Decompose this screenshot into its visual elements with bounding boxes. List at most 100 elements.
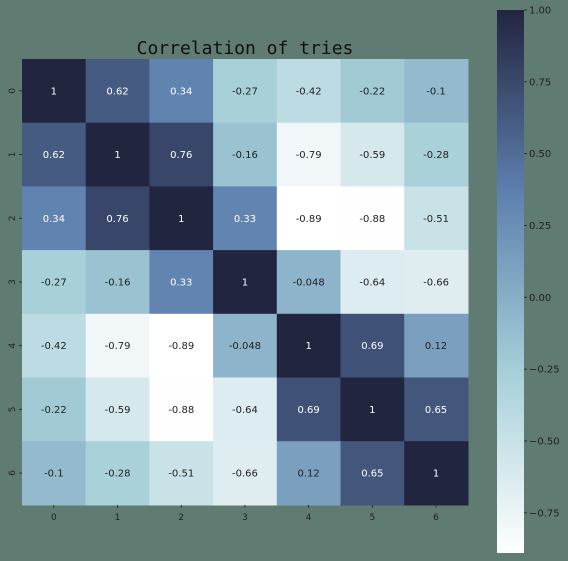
heatmap-cell	[22, 186, 87, 251]
heatmap-cell	[404, 59, 469, 124]
heatmap-cell	[22, 377, 87, 442]
heatmap-cell	[149, 441, 214, 506]
heatmap-cell	[276, 313, 342, 379]
cell-value-label: 0.76	[106, 214, 128, 225]
colorbar-tick-label: 0.25	[529, 221, 551, 232]
heatmap-cell	[213, 377, 278, 442]
colorbar-tick-label: −0.50	[529, 436, 560, 447]
colorbar-tick-label: 0.75	[529, 77, 551, 88]
cell-value-label: -0.22	[359, 86, 385, 97]
heatmap-cell	[213, 122, 278, 187]
cell-value-label: -0.89	[168, 341, 194, 352]
heatmap-cell	[404, 313, 469, 379]
y-tick-label: 5	[8, 406, 18, 412]
heatmap-cell	[276, 186, 342, 251]
y-axis-ticks: 0 1 2 3 4 5 6	[8, 88, 22, 476]
cell-value-label: -0.51	[168, 469, 194, 480]
cell-value-label: 1	[369, 405, 375, 416]
cell-value-label: -0.22	[41, 405, 67, 416]
heatmap-cell	[276, 59, 342, 124]
x-tick-label: 0	[51, 513, 57, 523]
heatmap-cell	[213, 186, 278, 251]
heatmap-cell	[404, 377, 469, 442]
cell-value-label: 0.62	[43, 150, 65, 161]
cell-value-label: 0.34	[43, 214, 65, 225]
heatmap-cell	[276, 250, 342, 315]
chart-title: Correlation of tries	[137, 38, 354, 59]
cell-value-label: -0.88	[359, 214, 385, 225]
cell-value-label: -0.79	[105, 341, 131, 352]
cell-value-label: 1	[178, 214, 184, 225]
x-tick-label: 1	[115, 513, 121, 523]
colorbar-gradient	[497, 10, 524, 553]
heatmap-cell	[340, 441, 405, 506]
cell-value-label: -0.048	[293, 277, 325, 288]
heatmap-cells: 1 0.62 0.34 -0.27 -0.42 -0.22 -0.1 0.62 1 0.76 -0.…	[22, 59, 469, 506]
y-tick-label: 0	[8, 88, 18, 94]
cell-value-label: 0.62	[106, 86, 128, 97]
heatmap-cell	[22, 250, 87, 315]
y-tick-label: 1	[8, 152, 18, 158]
cell-value-label: 0.12	[298, 469, 320, 480]
x-tick-label: 6	[433, 513, 439, 523]
cell-value-label: 1	[433, 469, 439, 480]
heatmap-cell	[340, 122, 405, 187]
heatmap-cell	[276, 377, 342, 442]
x-tick-label: 5	[369, 513, 375, 523]
cell-value-label: -0.42	[296, 86, 322, 97]
heatmap-cell	[149, 377, 214, 442]
heatmap-cell	[85, 313, 150, 379]
heatmap-cell	[340, 250, 405, 315]
cell-value-label: -0.1	[44, 469, 64, 480]
heatmap-cell	[85, 250, 150, 315]
heatmap-cell	[340, 313, 405, 379]
cell-value-label: -0.27	[41, 277, 67, 288]
x-tick-label: 4	[306, 513, 312, 523]
y-tick-label: 4	[8, 343, 18, 349]
heatmap-cell	[213, 59, 278, 124]
colorbar: 1.00 0.75 0.50 0.25 0.00 −0.25 −0.50 −0.75	[497, 6, 560, 553]
heatmap-cell	[340, 186, 405, 251]
colorbar-tick-label: −0.75	[529, 508, 560, 519]
cell-value-label: -0.64	[359, 277, 385, 288]
heatmap-cell	[149, 186, 214, 251]
cell-value-label: 0.65	[425, 405, 447, 416]
cell-value-label: -0.28	[105, 469, 131, 480]
cell-value-label: -0.16	[232, 150, 258, 161]
heatmap-cell	[404, 441, 469, 506]
colorbar-tick-label: 1.00	[529, 6, 551, 17]
heatmap-cell	[149, 250, 214, 315]
colorbar-tick-label: −0.25	[529, 365, 560, 376]
heatmap-cell	[404, 250, 469, 315]
cell-value-label: -0.79	[296, 150, 322, 161]
x-tick-label: 2	[178, 513, 184, 523]
cell-value-label: 1	[242, 277, 248, 288]
heatmap-cell	[149, 122, 214, 187]
heatmap-cell	[85, 59, 150, 124]
heatmap-cell	[404, 186, 469, 251]
cell-value-label: 0.76	[170, 150, 192, 161]
cell-value-label: -0.27	[232, 86, 258, 97]
cell-value-label: -0.64	[232, 405, 258, 416]
cell-value-label: -0.66	[423, 277, 449, 288]
cell-value-label: 1	[305, 341, 311, 352]
heatmap-cell	[22, 441, 87, 506]
cell-value-label: 1	[114, 150, 120, 161]
cell-value-label: 0.12	[425, 341, 447, 352]
cell-value-label: 0.33	[170, 277, 192, 288]
cell-value-label: 1	[51, 86, 57, 97]
cell-value-label: 0.65	[361, 469, 383, 480]
heatmap-cell	[213, 250, 278, 315]
cell-value-label: 0.69	[298, 405, 320, 416]
heatmap-cell	[22, 122, 87, 187]
heatmap-cell	[85, 186, 150, 251]
cell-value-label: -0.16	[105, 277, 131, 288]
cell-value-label: 0.69	[361, 341, 383, 352]
cell-value-label: -0.59	[105, 405, 131, 416]
y-tick-label: 3	[8, 279, 18, 285]
x-axis-ticks: 0 1 2 3 4 5 6	[51, 504, 439, 523]
cell-value-label: 0.34	[170, 86, 192, 97]
heatmap-cell	[85, 122, 150, 187]
cell-value-label: -0.28	[423, 150, 449, 161]
